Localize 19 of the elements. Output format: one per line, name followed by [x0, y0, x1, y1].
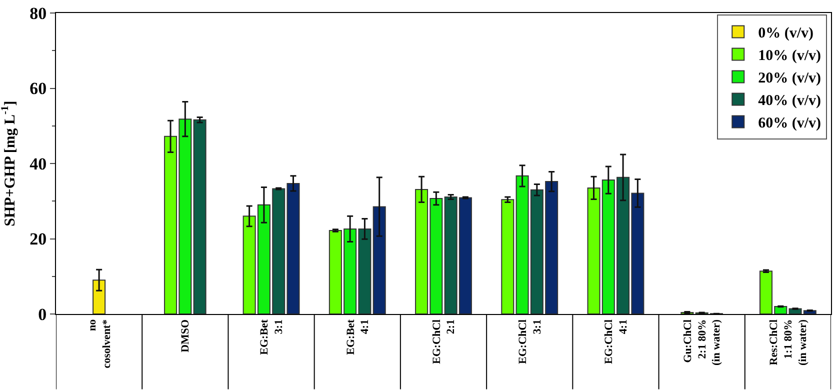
x-tick-label: EG:Bet 4:1	[344, 319, 372, 355]
legend-label: 0% (v/v)	[758, 26, 814, 42]
y-tick-label: 80	[30, 4, 47, 23]
legend-label: 40% (v/v)	[758, 93, 822, 110]
x-tick-label: EG:ChCl 2:1	[430, 319, 458, 364]
x-tick-label: Gu:ChCl 2:1 80% (in water)	[682, 319, 723, 366]
legend-label: 20% (v/v)	[758, 70, 822, 87]
x-tick-label: EG:Bet 3:1	[258, 319, 286, 355]
legend-label: 10% (v/v)	[758, 48, 822, 64]
x-tick-label: no cosolvent*	[86, 318, 113, 368]
legend-label: 60% (v/v)	[758, 116, 822, 132]
x-tick-label: EG:ChCl 4:1	[603, 319, 630, 364]
y-tick-label: 60	[30, 79, 47, 98]
x-tick-label: DMSO	[180, 318, 192, 352]
x-tick-label: Res:ChCl 1:1 80% (in water)	[768, 319, 809, 366]
y-tick-label: 40	[30, 154, 47, 174]
y-tick-label: 20	[30, 230, 47, 249]
y-tick-label: 0	[38, 304, 47, 324]
x-tick-label: EG:ChCl 3:1	[517, 319, 544, 364]
